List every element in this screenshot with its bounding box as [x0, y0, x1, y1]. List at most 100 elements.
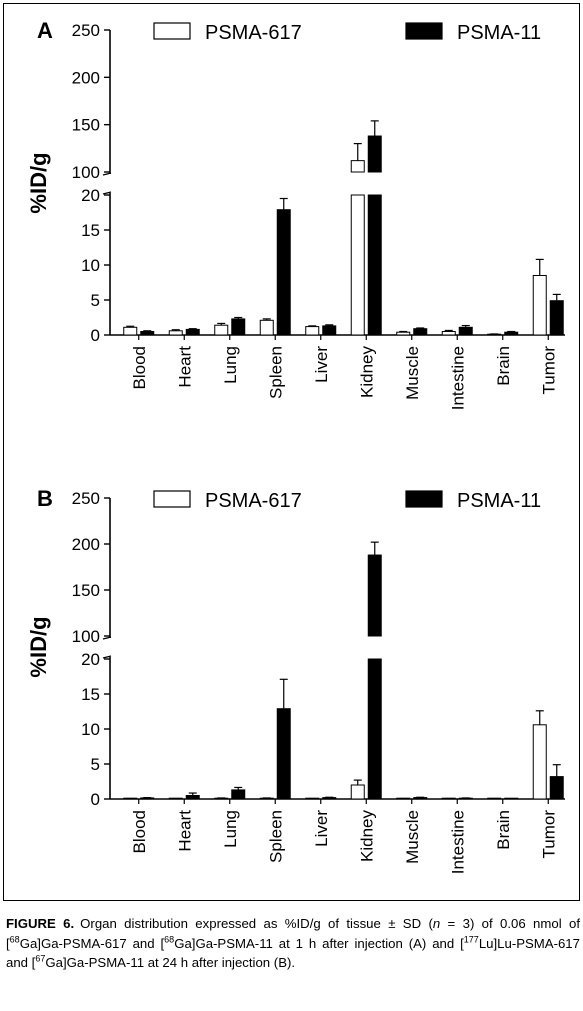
caption-part-2: = 3) of 0.06 nmol of [ — [6, 916, 580, 951]
caption-part-4: Ga]Ga-PSMA-617 and [ — [19, 935, 165, 951]
bar-psma-617-tumor — [532, 275, 547, 336]
y-axis-break-mark — [102, 191, 112, 195]
y-axis-break-mark — [102, 655, 112, 659]
x-tick-label-muscle: Muscle — [403, 810, 422, 864]
x-tick-label-tumor: Tumor — [539, 810, 558, 859]
bar-psma-11-tumor — [549, 300, 564, 336]
bar-psma-11-kidney-upper — [367, 135, 382, 173]
x-tick-label-heart: Heart — [175, 346, 194, 388]
x-tick-label-liver: Liver — [312, 346, 331, 383]
y-tick-label: 250 — [72, 21, 100, 40]
bar-psma-11-intestine — [458, 326, 473, 336]
bar-psma-617-muscle — [396, 331, 411, 336]
x-tick-label-intestine: Intestine — [448, 346, 467, 410]
panel-label: B — [37, 486, 53, 511]
legend-label-psma-11: PSMA-11 — [457, 22, 541, 44]
bar-psma-617-heart — [168, 330, 183, 336]
y-tick-label: 150 — [72, 116, 100, 135]
y-tick-label: 20 — [81, 650, 100, 669]
x-tick-label-spleen: Spleen — [266, 346, 285, 399]
legend-label-psma-617: PSMA-617 — [205, 490, 302, 512]
y-axis-label: %ID/g — [26, 152, 51, 213]
legend-swatch-psma-11 — [405, 490, 443, 508]
x-tick-label-liver: Liver — [312, 810, 331, 847]
bar-psma-617-kidney-upper — [350, 160, 365, 173]
caption-part-6: Ga]Ga-PSMA-11 at 1 h after injection (A)… — [174, 935, 464, 951]
legend-label-psma-617: PSMA-617 — [205, 22, 302, 44]
y-axis-break-mark — [102, 636, 112, 640]
bar-psma-11-kidney — [367, 194, 382, 336]
bar-psma-11-heart — [185, 328, 200, 336]
legend: PSMA-617 PSMA-11 — [153, 22, 541, 44]
x-tick-label-kidney: Kidney — [357, 810, 376, 862]
bar-psma-11-spleen — [276, 209, 291, 336]
bar-psma-11-spleen — [276, 708, 291, 800]
bar-psma-11-kidney-upper — [367, 554, 382, 637]
bar-psma-11-brain — [504, 797, 519, 800]
caption-part-10: Ga]Ga-PSMA-11 at 24 h after injection (B… — [45, 955, 296, 970]
bar-psma-617-blood — [123, 326, 138, 336]
legend-label-psma-11: PSMA-11 — [457, 490, 541, 512]
bar-psma-617-liver — [305, 326, 320, 336]
y-tick-label: 100 — [72, 627, 100, 646]
panel-a: A %ID/g 0 5 10 15 20 100 150 200 250 PSMA-617 PSMA-1… — [26, 18, 565, 410]
x-tick-label-tumor: Tumor — [539, 346, 558, 395]
x-tick-label-lung: Lung — [221, 810, 240, 848]
caption-part-9: 67 — [35, 953, 46, 964]
caption-part-8: Lu]Lu-PSMA-617 and [ — [6, 935, 580, 971]
bar-psma-11-tumor — [549, 776, 564, 800]
x-tick-label-blood: Blood — [130, 346, 149, 389]
caption-part-5: 68 — [164, 934, 175, 945]
bar-psma-617-tumor — [532, 724, 547, 800]
caption-part-3: 68 — [9, 934, 20, 945]
y-tick-label: 5 — [91, 755, 100, 774]
y-tick-label: 200 — [72, 68, 100, 87]
y-tick-label: 15 — [81, 685, 100, 704]
y-axis-label: %ID/g — [26, 616, 51, 677]
x-tick-label-kidney: Kidney — [357, 346, 376, 398]
y-axis-break-mark — [102, 172, 112, 176]
x-tick-label-brain: Brain — [494, 810, 513, 850]
bar-psma-11-blood — [140, 331, 155, 336]
caption-part-1: n — [432, 916, 441, 931]
bar-psma-11-heart — [185, 795, 200, 800]
bar-psma-11-lung — [231, 789, 246, 800]
bar-psma-11-lung — [231, 318, 246, 336]
panel-b: B %ID/g 0 5 10 15 20 100 150 200 250 PSMA-617 PSMA-1… — [26, 486, 565, 874]
panel-label: A — [37, 18, 53, 43]
y-tick-label: 20 — [81, 186, 100, 205]
legend-swatch-psma-617 — [153, 490, 191, 508]
bar-psma-617-spleen — [259, 319, 274, 336]
figure-frame — [3, 3, 580, 901]
bar-psma-617-kidney — [350, 194, 365, 336]
bar-psma-11-muscle — [413, 328, 428, 336]
y-tick-label: 0 — [91, 790, 100, 809]
x-tick-label-intestine: Intestine — [448, 810, 467, 874]
bar-psma-11-brain — [504, 331, 519, 336]
legend-swatch-psma-617 — [153, 22, 191, 40]
y-tick-label: 200 — [72, 535, 100, 554]
x-tick-label-muscle: Muscle — [403, 346, 422, 400]
y-tick-label: 10 — [81, 256, 100, 275]
legend: PSMA-617 PSMA-11 — [153, 490, 541, 512]
y-tick-label: 0 — [91, 326, 100, 345]
y-tick-label: 5 — [91, 291, 100, 310]
y-tick-label: 250 — [72, 489, 100, 508]
x-tick-label-spleen: Spleen — [266, 810, 285, 863]
bar-psma-11-kidney — [367, 658, 382, 800]
y-tick-label: 150 — [72, 581, 100, 600]
figure-caption: FIGURE 6. Organ distribution expressed as… — [6, 914, 580, 973]
caption-part-0: Organ distribution expressed as %ID/g of… — [80, 916, 433, 931]
x-tick-label-blood: Blood — [130, 810, 149, 853]
bar-psma-11-liver — [322, 325, 337, 336]
legend-swatch-psma-11 — [405, 22, 443, 40]
bar-psma-617-kidney — [350, 784, 365, 800]
x-tick-label-brain: Brain — [494, 346, 513, 386]
caption-label: FIGURE 6. — [6, 916, 75, 931]
caption-part-7: 177 — [463, 934, 479, 945]
bar-psma-617-lung — [214, 324, 229, 336]
y-tick-label: 100 — [72, 163, 100, 182]
y-tick-label: 15 — [81, 221, 100, 240]
x-tick-label-lung: Lung — [221, 346, 240, 384]
